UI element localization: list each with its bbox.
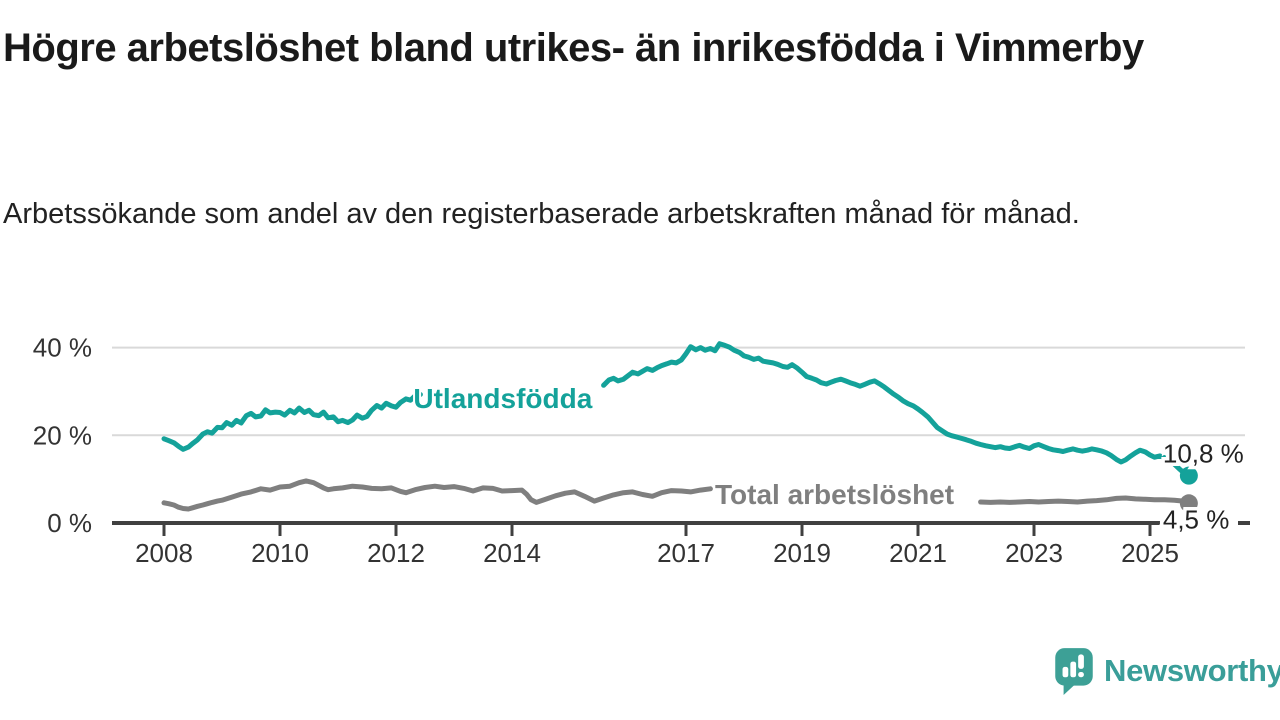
x-tick-label-2017: 2017 <box>657 538 715 568</box>
series-line-total-0 <box>161 478 713 512</box>
x-tick-label-2012: 2012 <box>367 538 425 568</box>
x-tick-label-2014: 2014 <box>483 538 541 568</box>
x-tick-label-2023: 2023 <box>1005 538 1063 568</box>
series-end-dot-utlandsfodda <box>1179 466 1198 485</box>
x-tick-label-2008: 2008 <box>135 538 193 568</box>
unemployment-line-chart: 0 % 20 % 40 % 2008 2010 2012 2014 2017 2019 2021 2… <box>33 333 1250 568</box>
y-tick-label-20: 20 % <box>33 420 92 450</box>
series-line-utlandsfodda-0 <box>161 392 423 452</box>
series-line-utlandsfodda-1 <box>601 341 1192 479</box>
newsworthy-speech-bubble-bar-chart-icon <box>1055 648 1093 695</box>
y-tick-label-0: 0 % <box>47 508 92 538</box>
newsworthy-logo: Newsworthy <box>1053 646 1280 696</box>
page-title: Högre arbetslöshet bland utrikes- än inr… <box>3 26 1144 70</box>
end-value-label-utlandsfodda: 10,8 % <box>1163 439 1244 469</box>
x-tick-label-2025: 2025 <box>1121 538 1179 568</box>
brand-name: Newsworthy <box>1104 653 1280 688</box>
x-tick-label-2021: 2021 <box>889 538 947 568</box>
chart-subtitle: Arbetssökande som andel av den registerb… <box>3 198 1080 230</box>
series-label-total: Total arbetslöshet <box>715 479 954 510</box>
x-tick-label-2010: 2010 <box>251 538 309 568</box>
end-value-label-total: 4,5 % <box>1163 504 1230 534</box>
series-line-total-1 <box>978 495 1192 506</box>
series-label-utlandsfodda: Utlandsfödda <box>413 383 592 414</box>
y-tick-label-40: 40 % <box>33 333 92 363</box>
series-end-dot-total <box>1179 494 1198 513</box>
x-tick-label-2019: 2019 <box>773 538 831 568</box>
